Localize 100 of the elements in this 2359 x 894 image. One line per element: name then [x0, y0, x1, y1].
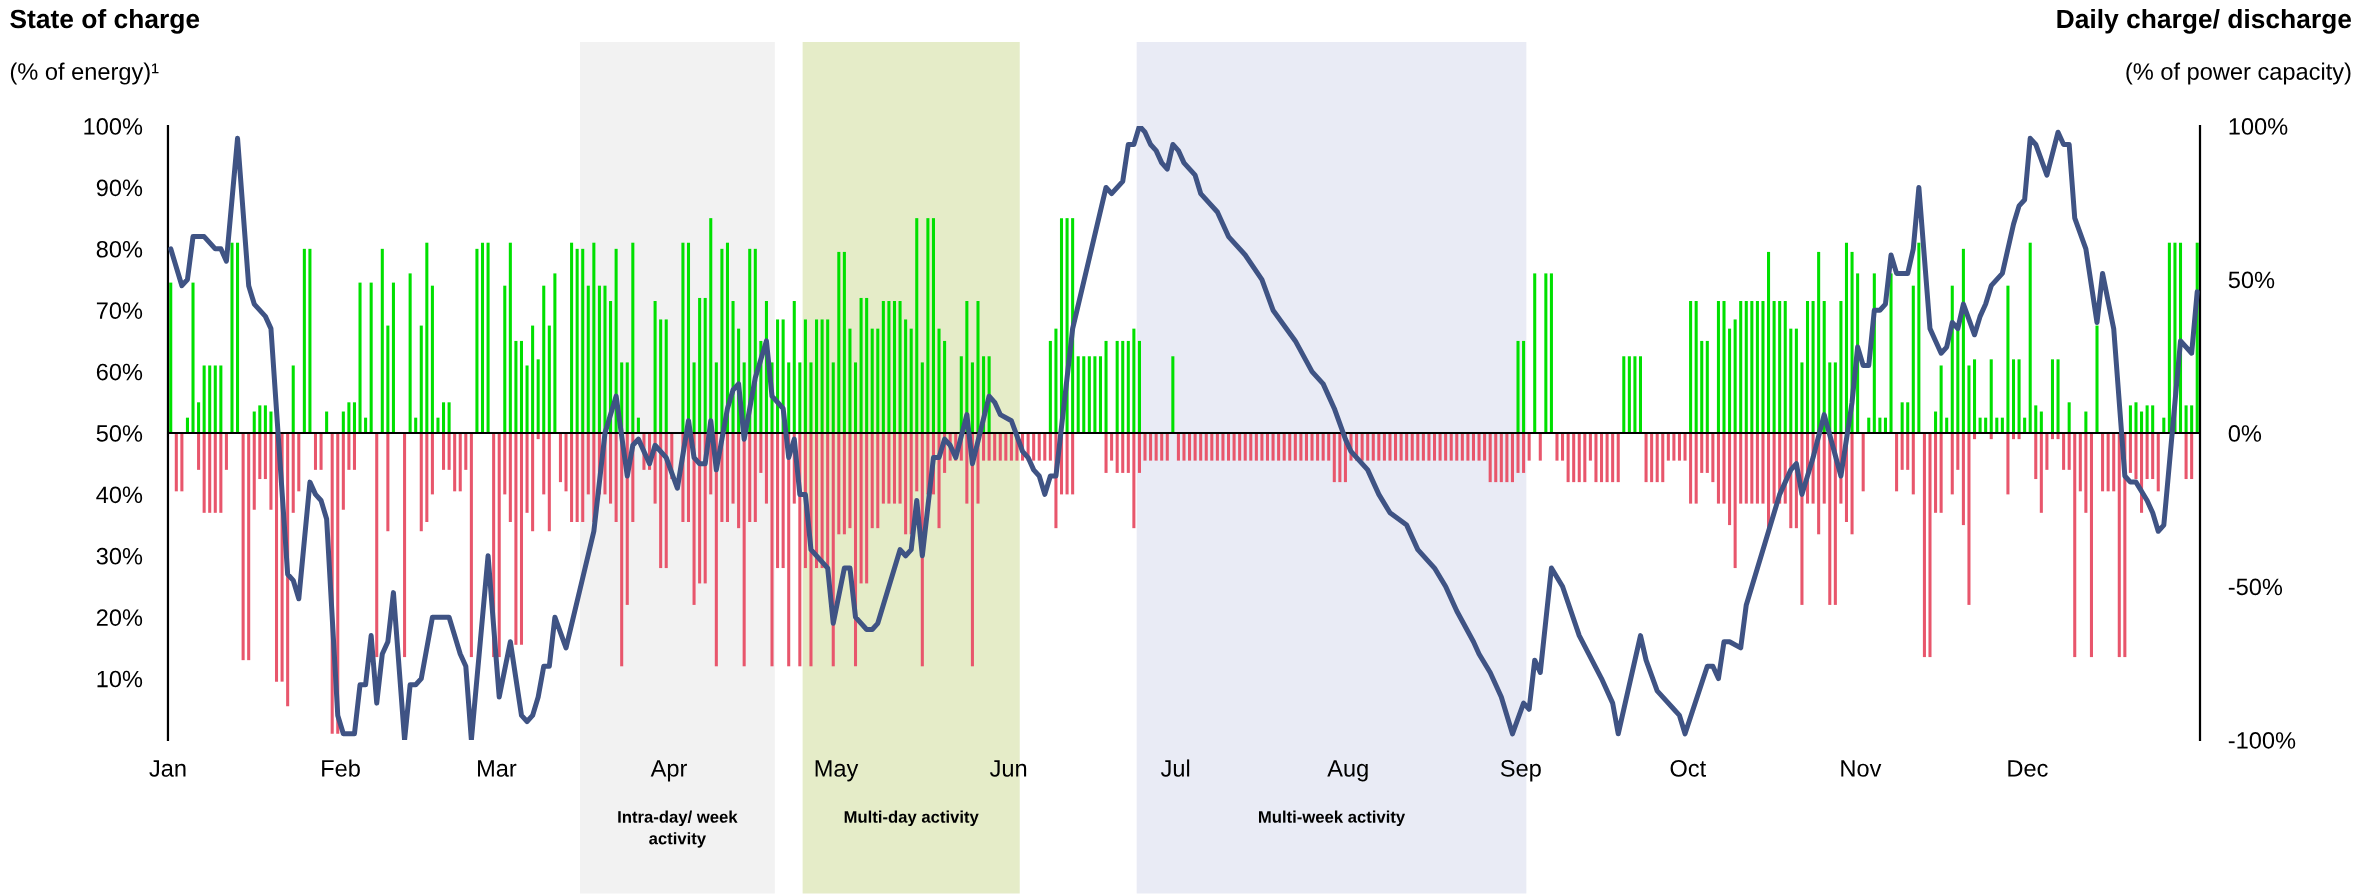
- bar: [1967, 365, 1971, 434]
- bar: [1126, 340, 1130, 434]
- bar: [865, 433, 869, 584]
- bar: [614, 433, 618, 523]
- y-tick-label: 40%: [96, 486, 143, 504]
- bar: [1043, 433, 1047, 461]
- bar: [1226, 433, 1231, 461]
- bar: [263, 405, 267, 434]
- bar: [1599, 433, 1604, 483]
- bar: [625, 362, 629, 434]
- y-tick-label: 30%: [96, 547, 143, 565]
- bar: [1277, 433, 1281, 461]
- bar: [1616, 433, 1620, 483]
- bar: [915, 218, 919, 434]
- bar: [1761, 301, 1765, 434]
- bar: [1076, 356, 1080, 434]
- bar: [519, 433, 524, 645]
- bar: [787, 362, 791, 434]
- bar: [2140, 411, 2144, 434]
- bar: [1555, 433, 1559, 461]
- y-tick-label: 50%: [96, 425, 143, 442]
- bar: [519, 340, 524, 434]
- bar: [464, 433, 468, 470]
- bar: [1689, 301, 1693, 434]
- bar: [1750, 433, 1754, 504]
- bar: [252, 433, 256, 510]
- bar: [442, 433, 446, 470]
- bar: [737, 433, 741, 529]
- bar: [1549, 273, 1553, 434]
- bar: [1861, 433, 1865, 492]
- bar: [236, 242, 240, 434]
- bar: [1744, 433, 1748, 504]
- bar: [197, 402, 201, 434]
- bar: [1961, 248, 1965, 434]
- bar: [976, 301, 980, 434]
- bar: [1405, 433, 1409, 461]
- bar: [1249, 433, 1253, 461]
- bar: [586, 285, 590, 434]
- y2-tick-label: 100%: [2229, 118, 2288, 135]
- bar: [698, 297, 702, 434]
- bar: [2073, 433, 2077, 658]
- bar: [870, 433, 874, 529]
- bar: [848, 328, 852, 434]
- bar: [269, 411, 273, 434]
- x-tick-label: Apr: [650, 760, 687, 782]
- bar: [909, 328, 913, 434]
- bar: [1744, 301, 1748, 434]
- bar: [1728, 328, 1732, 434]
- bar: [291, 365, 295, 434]
- bar: [1638, 356, 1643, 434]
- bar: [1238, 433, 1242, 461]
- bar: [931, 218, 935, 434]
- bar: [837, 433, 841, 535]
- bar: [453, 433, 457, 492]
- bar: [1171, 356, 1175, 434]
- bar: [2006, 285, 2010, 434]
- bar: [1421, 433, 1425, 461]
- bar: [2101, 433, 2105, 492]
- bar: [1449, 433, 1453, 461]
- bar: [1989, 359, 1993, 434]
- bar: [1143, 433, 1147, 461]
- bar: [753, 433, 757, 523]
- bar: [269, 433, 273, 510]
- bar: [1694, 433, 1698, 504]
- bar: [1650, 433, 1654, 483]
- bar: [531, 433, 535, 532]
- bar: [1438, 433, 1442, 461]
- bar: [1755, 301, 1759, 434]
- bar: [1516, 340, 1520, 434]
- bar: [876, 433, 880, 529]
- bar: [2112, 433, 2116, 492]
- bar: [1488, 433, 1492, 483]
- bar: [1633, 356, 1637, 434]
- bar: [1611, 433, 1615, 483]
- bar: [1048, 433, 1052, 461]
- y-tick-label: 20%: [96, 609, 143, 626]
- bar: [1004, 433, 1008, 461]
- bar: [1377, 433, 1381, 461]
- bar: [1321, 433, 1325, 461]
- bar: [904, 319, 908, 434]
- bar: [241, 433, 245, 661]
- bar: [837, 251, 841, 434]
- bar: [870, 328, 874, 434]
- bar: [291, 433, 295, 513]
- bar: [224, 433, 228, 470]
- bar: [219, 433, 223, 513]
- bar: [887, 301, 891, 434]
- bar: [508, 242, 512, 434]
- bar: [525, 433, 529, 513]
- bar: [219, 365, 223, 434]
- bar: [503, 433, 507, 495]
- bar: [1850, 433, 1854, 535]
- bar: [1483, 433, 1487, 461]
- bar: [1054, 328, 1058, 434]
- bar: [1700, 340, 1704, 434]
- bar: [208, 433, 212, 513]
- bar: [191, 282, 195, 434]
- bar: [1154, 433, 1158, 461]
- bar: [1694, 301, 1698, 434]
- bar: [1906, 402, 1910, 434]
